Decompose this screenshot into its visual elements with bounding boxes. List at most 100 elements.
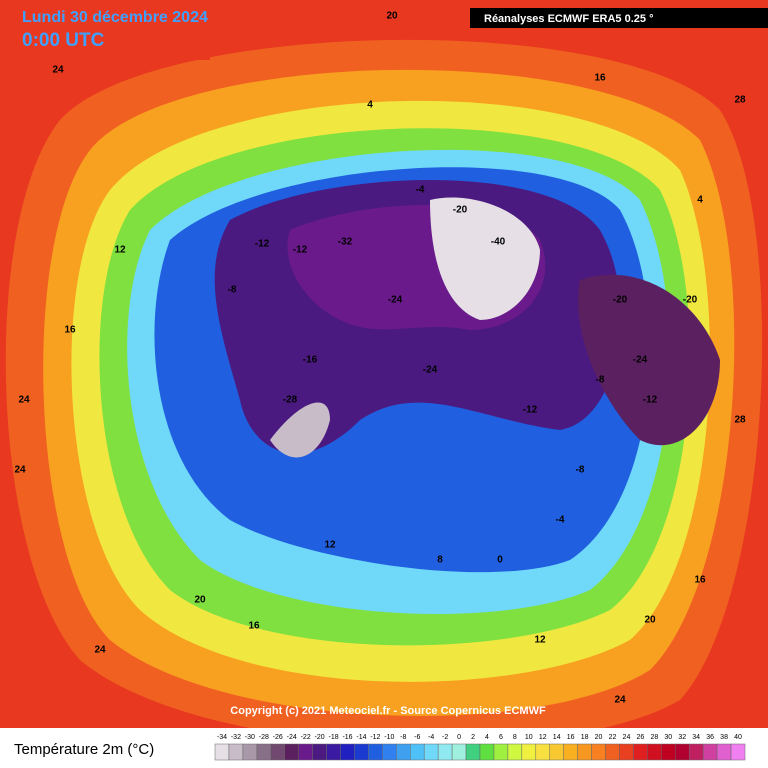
map-label: 24: [52, 65, 64, 76]
colorbar-tick-label: 32: [678, 734, 686, 741]
colorbar-tick-label: -6: [414, 734, 420, 741]
colorbar-tick-label: 10: [525, 734, 533, 741]
colorbar: -34 -32 -30 -28 -26 -24 -22 -20 -18 -16 -14 -12 -10-…: [214, 734, 746, 761]
colorbar-tick-label: 26: [636, 734, 644, 741]
colorbar-swatch: [716, 743, 732, 761]
colorbar-tick-label: -28: [259, 734, 269, 741]
colorbar-swatch: [437, 743, 453, 761]
map-label: -20: [683, 295, 698, 306]
colorbar-tick-label: -2: [442, 734, 448, 741]
colorbar-swatch: [312, 743, 327, 761]
colorbar-swatch: [396, 743, 411, 761]
map-label: -8: [596, 375, 605, 386]
colorbar-swatch: [591, 743, 606, 761]
map-label: 16: [594, 73, 606, 84]
colorbar-swatch: [242, 743, 258, 761]
map-label: 24: [14, 465, 26, 476]
colorbar-swatch: [563, 743, 578, 761]
colorbar-swatch: [451, 743, 467, 761]
map-label: 16: [694, 575, 706, 586]
map-label: 0: [497, 555, 503, 566]
colorbar-tick-label: -26: [273, 734, 283, 741]
map-label: 16: [248, 621, 260, 632]
colorbar-swatch: [284, 743, 299, 761]
colorbar-swatch: [368, 743, 383, 761]
colorbar-tick-label: 16: [567, 734, 575, 741]
colorbar-swatch: [326, 743, 341, 761]
colorbar-tick-label: 4: [485, 734, 489, 741]
colorbar-tick-label: -18: [328, 734, 338, 741]
colorbar-tick-label: -32: [231, 734, 241, 741]
map-label: -16: [303, 355, 318, 366]
map: [0, 0, 768, 746]
map-label: -12: [643, 395, 658, 406]
map-label: -12: [293, 245, 308, 256]
colorbar-swatch: [298, 743, 313, 761]
colorbar-tick-label: -4: [428, 734, 434, 741]
colorbar-tick-label: 30: [664, 734, 672, 741]
colorbar-tick-label: 18: [581, 734, 589, 741]
source-bg: [470, 8, 768, 28]
colorbar-tick-label: 0: [457, 734, 461, 741]
colorbar-tick-label: -8: [400, 734, 406, 741]
colorbar-tick-label: -30: [245, 734, 255, 741]
colorbar-tick-label: 12: [539, 734, 547, 741]
colorbar-swatch: [214, 743, 230, 761]
colorbar-swatch: [340, 743, 355, 761]
colorbar-tick-label: -24: [287, 734, 297, 741]
colorbar-tick-label: 24: [623, 734, 631, 741]
map-label: 24: [18, 395, 30, 406]
colorbar-swatch: [256, 743, 272, 761]
colorbar-swatch: [577, 743, 592, 761]
colorbar-tick-label: 14: [553, 734, 561, 741]
colorbar-swatch: [633, 743, 648, 761]
time: 0:00 UTC: [22, 30, 105, 51]
colorbar-tick-label: -14: [356, 734, 366, 741]
map-label: 16: [64, 325, 76, 336]
map-label: 20: [386, 11, 398, 22]
map-label: 4: [367, 100, 373, 111]
colorbar-swatch: [465, 743, 481, 761]
map-label: 24: [94, 645, 106, 656]
map-label: -4: [556, 515, 565, 526]
colorbar-tick-label: 36: [706, 734, 714, 741]
map-label: 12: [114, 245, 126, 256]
colorbar-swatch: [270, 743, 285, 761]
colorbar-tick-label: -12: [370, 734, 380, 741]
colorbar-tick-label: -20: [315, 734, 325, 741]
colorbar-tick-label: 6: [499, 734, 503, 741]
colorbar-swatch: [535, 743, 550, 761]
colorbar-swatch: [479, 743, 495, 761]
map-label: -4: [416, 185, 425, 196]
legend-title: Température 2m (°C): [14, 741, 154, 758]
map-label: -12: [523, 405, 538, 416]
colorbar-swatch: [493, 743, 509, 761]
colorbar-tick-label: 28: [650, 734, 658, 741]
colorbar-tick-label: 34: [692, 734, 700, 741]
map-label: -24: [423, 365, 438, 376]
map-label: 12: [324, 540, 336, 551]
colorbar-tick-label: 2: [471, 734, 475, 741]
copyright: Copyright (c) 2021 Meteociel.fr - Source…: [230, 705, 546, 717]
map-label: 20: [644, 615, 656, 626]
colorbar-swatch: [702, 743, 718, 761]
colorbar-swatch: [507, 743, 523, 761]
colorbar-swatch: [549, 743, 564, 761]
colorbar-tick-label: 38: [720, 734, 728, 741]
colorbar-swatch: [354, 743, 369, 761]
map-label: -20: [453, 205, 468, 216]
map-label: -20: [613, 295, 628, 306]
colorbar-swatch: [228, 743, 244, 761]
colorbar-swatch: [619, 743, 634, 761]
colorbar-swatch: [675, 743, 690, 761]
colorbar-tick-label: -34: [217, 734, 227, 741]
map-label: 12: [534, 635, 546, 646]
map-label: -8: [576, 465, 585, 476]
colorbar-tick-label: 22: [609, 734, 617, 741]
colorbar-swatch: [521, 743, 537, 761]
map-label: -24: [388, 295, 403, 306]
colorbar-swatch: [423, 743, 439, 761]
colorbar-tick-label: -10: [384, 734, 394, 741]
